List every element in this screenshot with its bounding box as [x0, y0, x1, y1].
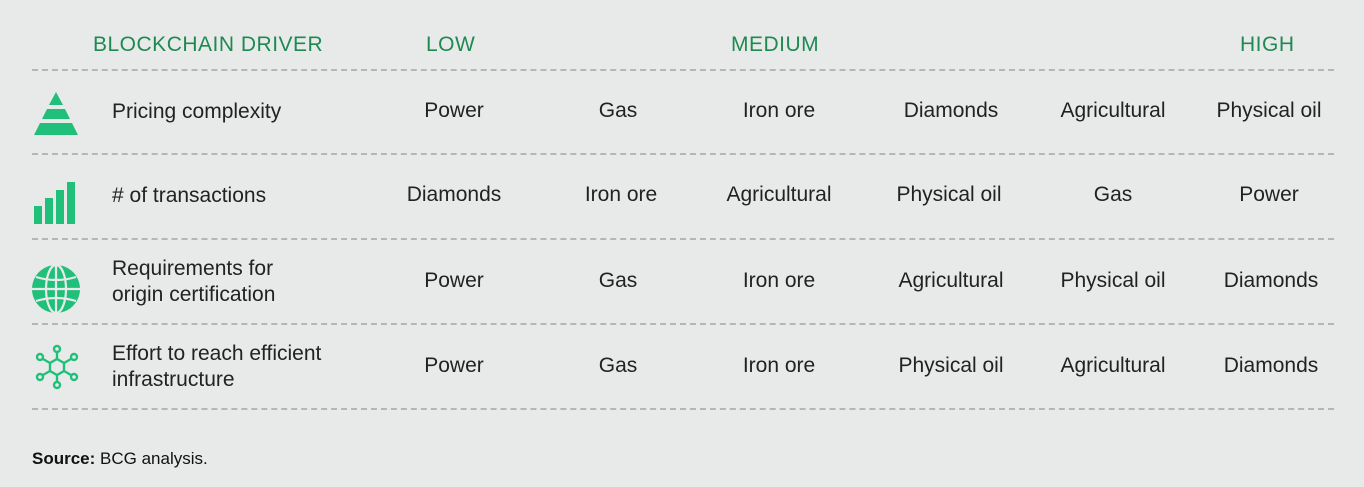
rank-cell: Physical oil: [1216, 99, 1322, 122]
rank-cell: Iron ore: [742, 354, 816, 377]
driver-label: Pricing complexity: [112, 100, 282, 123]
header-medium: MEDIUM: [731, 33, 820, 56]
header-high: HIGH: [1240, 33, 1295, 56]
rank-cell: Power: [424, 99, 484, 122]
divider: [32, 153, 1334, 155]
header-driver: BLOCKCHAIN DRIVER: [93, 33, 324, 56]
rank-cell: Diamonds: [903, 99, 999, 122]
rank-cell: Diamonds: [1223, 354, 1319, 377]
table-row: Effort to reach efficient infrastructure…: [0, 324, 1364, 408]
rank-cell: Physical oil: [1060, 269, 1166, 292]
rank-cell: Iron ore: [584, 183, 658, 206]
rank-cell: Agricultural: [726, 183, 832, 206]
source-text: BCG analysis.: [95, 449, 208, 468]
driver-label: Requirements for origin certification: [112, 256, 275, 308]
rank-cell: Power: [424, 354, 484, 377]
table-row: # of transactions Diamonds Iron ore Agri…: [0, 154, 1364, 238]
rank-cell: Power: [424, 269, 484, 292]
bar-chart-icon: [30, 176, 82, 228]
table-row: Pricing complexity Power Gas Iron ore Di…: [0, 70, 1364, 154]
rank-cell: Agricultural: [1060, 354, 1166, 377]
rank-cell: Physical oil: [898, 354, 1004, 377]
driver-label-line: Effort to reach efficient: [112, 342, 322, 365]
globe-icon: [30, 263, 82, 315]
divider: [32, 323, 1334, 325]
rank-cell: Gas: [598, 269, 638, 292]
rank-cell: Iron ore: [742, 99, 816, 122]
divider: [32, 238, 1334, 240]
driver-label-line: Requirements for: [112, 257, 274, 280]
rank-cell: Gas: [1093, 183, 1133, 206]
driver-label: Effort to reach efficient infrastructure: [112, 341, 321, 393]
table-header: BLOCKCHAIN DRIVER LOW MEDIUM HIGH: [0, 0, 1364, 70]
divider: [32, 69, 1334, 71]
rank-cell: Agricultural: [898, 269, 1004, 292]
rank-cell: Physical oil: [896, 183, 1002, 206]
driver-label-line: infrastructure: [112, 368, 235, 391]
rank-cell: Agricultural: [1060, 99, 1166, 122]
divider: [32, 408, 1334, 410]
pyramid-icon: [30, 88, 82, 140]
rank-cell: Diamonds: [1223, 269, 1319, 292]
rank-cell: Power: [1239, 183, 1299, 206]
rank-cell: Iron ore: [742, 269, 816, 292]
network-icon: [34, 344, 80, 390]
source-note: Source: BCG analysis.: [32, 449, 208, 469]
rank-cell: Gas: [598, 354, 638, 377]
header-low: LOW: [426, 33, 476, 56]
rank-cell: Gas: [598, 99, 638, 122]
driver-label: # of transactions: [112, 184, 267, 207]
driver-label-line: origin certification: [112, 283, 276, 306]
rank-cell: Diamonds: [406, 183, 502, 206]
table-row: Requirements for origin certification Po…: [0, 239, 1364, 323]
source-label: Source:: [32, 449, 96, 468]
